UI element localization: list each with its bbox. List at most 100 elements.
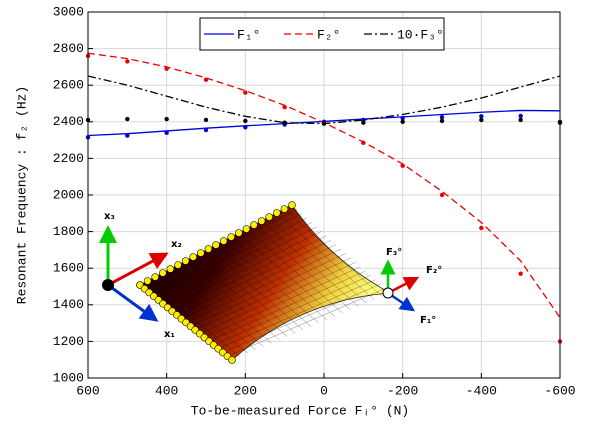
x-tick-label: 200: [234, 383, 257, 398]
annotation: F₃°: [386, 247, 402, 258]
load-sphere: [382, 287, 394, 299]
bead: [143, 277, 152, 285]
data-point: [361, 120, 366, 125]
axis-arrow: [107, 252, 169, 287]
x-tick-label: 400: [155, 383, 178, 398]
mesh-line: [199, 262, 356, 334]
x-tick-label: -200: [387, 383, 418, 398]
annotation: x₃: [104, 211, 115, 222]
data-point: [479, 117, 484, 123]
data-point: [400, 163, 405, 168]
data-point: [479, 114, 484, 119]
inset-illustration: x₃ x₂ x₁ F₃° F₂° F₁°: [99, 201, 442, 364]
data-point: [282, 120, 287, 125]
data-point: [400, 119, 405, 125]
annotation: F₂°: [426, 265, 442, 276]
bead: [197, 249, 205, 257]
bead: [219, 237, 228, 245]
bead: [228, 356, 236, 364]
legend-label: F₁°: [237, 27, 260, 42]
mesh-line: [276, 212, 375, 300]
bead: [250, 221, 258, 229]
data-point: [439, 118, 445, 124]
bead: [181, 257, 190, 265]
data-point: [203, 127, 209, 133]
mesh-line: [246, 228, 343, 314]
x-tick-label: 600: [76, 383, 99, 398]
data-point: [164, 116, 169, 122]
bead: [174, 261, 182, 269]
mesh-line: [190, 253, 346, 327]
y-tick-label: 2600: [53, 78, 84, 93]
x-axis-label: To-be-measured Force Fᵢ° (N): [191, 403, 409, 418]
data-point: [243, 125, 248, 130]
mesh-line: [195, 257, 351, 331]
data-point: [125, 133, 130, 138]
mesh-line: [261, 220, 359, 307]
mesh-line: [269, 216, 367, 304]
y-tick-label: 1000: [53, 370, 84, 385]
y-tick-label: 1800: [53, 224, 84, 239]
data-point: [321, 121, 327, 126]
bead: [235, 229, 243, 237]
bead: [227, 233, 235, 241]
y-tick-label: 2400: [53, 114, 84, 129]
mesh-line: [231, 236, 327, 320]
x-tick-label: -400: [466, 383, 497, 398]
bead: [265, 213, 274, 221]
data-point: [479, 225, 484, 231]
y-tick-label: 2800: [53, 41, 84, 56]
bead: [280, 205, 289, 213]
mesh-line: [208, 270, 366, 342]
bead: [159, 269, 167, 277]
mesh-line: [238, 232, 335, 317]
x-tick-label: 0: [320, 383, 328, 398]
y-tick-label: 2000: [53, 187, 84, 202]
y-axis-label: Resonant Frequency : f₂ (Hz): [14, 86, 29, 304]
mesh-line: [204, 266, 361, 338]
legend-box: [199, 17, 445, 51]
data-point: [125, 116, 130, 122]
data-point: [203, 77, 209, 82]
bead: [257, 217, 266, 225]
data-point: [243, 90, 248, 95]
annotation: x₁: [164, 329, 175, 340]
data-point: [439, 115, 445, 120]
y-tick-label: 3000: [53, 4, 84, 19]
legend-label: 10·F₃°: [397, 27, 444, 42]
data-point: [439, 192, 445, 198]
data-point: [518, 117, 523, 123]
data-point: [282, 104, 287, 110]
y-tick-label: 1200: [53, 334, 84, 349]
surface: [139, 204, 392, 361]
annotation: F₁°: [420, 315, 436, 326]
axis-arrow: [107, 283, 159, 322]
bead: [242, 225, 251, 233]
plot-frame: [87, 11, 561, 379]
y-tick-label: 1400: [53, 297, 84, 312]
mesh-line: [222, 284, 381, 353]
mesh-line: [185, 248, 342, 323]
mesh-line: [253, 224, 351, 310]
data-point: [203, 117, 209, 123]
mesh-line: [227, 288, 386, 357]
data-point: [361, 140, 366, 146]
data-point: [164, 130, 169, 135]
bead: [272, 209, 281, 217]
origin-sphere: [102, 279, 114, 291]
data-point: [400, 115, 405, 121]
mesh-line: [223, 240, 320, 324]
data-point: [125, 59, 130, 64]
y-tick-label: 1600: [53, 261, 84, 276]
data-point: [518, 113, 523, 119]
mesh-line: [213, 275, 371, 346]
y-tick-label: 2200: [53, 151, 84, 166]
mesh-line: [218, 279, 376, 349]
x-tick-label: -600: [544, 383, 575, 398]
data-point: [518, 271, 523, 276]
bead: [288, 201, 296, 209]
annotation: x₂: [171, 239, 182, 250]
bead: [166, 265, 175, 273]
bead: [212, 241, 220, 249]
